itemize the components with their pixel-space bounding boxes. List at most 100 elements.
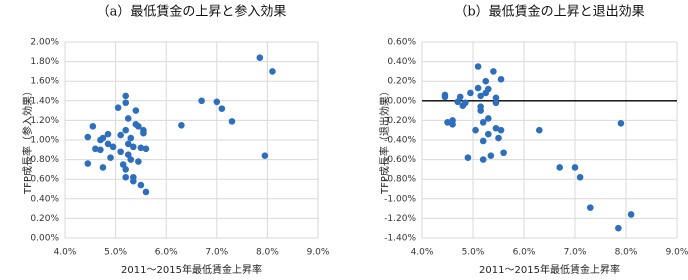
point <box>122 92 130 100</box>
point <box>556 164 563 171</box>
point <box>92 145 99 153</box>
point <box>130 143 137 151</box>
point <box>617 120 625 127</box>
y-tick-label: 0.60% <box>30 175 59 185</box>
point <box>99 164 107 171</box>
y-tick-label: 0.00% <box>30 234 59 244</box>
point <box>479 137 487 145</box>
point <box>124 151 132 158</box>
point <box>127 134 135 142</box>
point <box>536 126 543 134</box>
y-tick-label: 1.20% <box>30 116 59 126</box>
point <box>500 149 507 157</box>
point <box>97 146 104 154</box>
x-tick-label: 6.0% <box>155 248 178 258</box>
point <box>130 173 137 181</box>
point <box>122 173 130 181</box>
y-tick-label: -0.60% <box>384 155 416 165</box>
point <box>135 158 142 165</box>
point <box>492 94 500 102</box>
y-tick-label: 1.40% <box>30 96 59 106</box>
point <box>477 92 484 100</box>
y-tick-label: -1.20% <box>384 214 416 224</box>
y-tick-label: 0.20% <box>387 77 416 87</box>
point <box>462 99 469 107</box>
point <box>135 122 142 130</box>
point <box>132 107 140 114</box>
x-tick-label: 6.0% <box>513 248 536 258</box>
y-tick-label: -1.00% <box>384 194 416 204</box>
point <box>137 181 145 189</box>
point <box>122 126 130 134</box>
y-tick-label: -0.20% <box>384 116 416 126</box>
point <box>472 126 479 134</box>
point <box>477 107 484 114</box>
point <box>576 173 584 181</box>
point <box>84 160 92 167</box>
x-tick-label: 7.0% <box>564 248 587 258</box>
x-tick-label: 4.0% <box>54 248 77 258</box>
point <box>615 224 622 232</box>
point <box>269 68 276 75</box>
x-tick-label: 5.0% <box>104 248 127 258</box>
point <box>124 140 132 148</box>
point <box>124 115 132 122</box>
point <box>119 161 127 168</box>
y-tick-label: -0.80% <box>384 175 416 185</box>
point <box>117 148 124 156</box>
point <box>490 68 497 75</box>
chart-title: （a）最低賃金の上昇と参入効果 <box>97 4 287 20</box>
point <box>454 98 462 106</box>
point <box>495 134 502 142</box>
point <box>487 152 495 159</box>
y-tick-label: 0.60% <box>387 38 416 48</box>
x-axis-label: 2011～2015年最低賃金上昇率 <box>121 263 262 276</box>
point <box>84 133 92 141</box>
y-tick-label: -0.40% <box>384 136 416 146</box>
point <box>485 85 492 93</box>
point <box>497 126 505 134</box>
point <box>142 145 150 153</box>
x-tick-label: 9.0% <box>666 248 688 258</box>
y-axis-label: TFP成長率（退出効果） <box>378 86 391 195</box>
point <box>571 164 579 171</box>
point <box>104 130 112 138</box>
point <box>497 75 505 83</box>
y-tick-label: 1.00% <box>30 136 59 146</box>
y-tick-label: 0.20% <box>30 214 59 224</box>
point <box>178 122 185 129</box>
point <box>464 154 472 161</box>
y-tick-label: 0.00% <box>387 96 416 106</box>
point <box>474 63 482 70</box>
point <box>467 89 474 97</box>
chart-title: （b）最低賃金の上昇と退出効果 <box>454 4 644 20</box>
point <box>479 119 487 126</box>
point <box>198 97 205 105</box>
point <box>441 93 449 101</box>
x-tick-label: 8.0% <box>615 248 638 258</box>
y-tick-label: 0.40% <box>387 57 416 67</box>
point <box>122 166 130 173</box>
y-tick-label: -1.40% <box>384 234 416 244</box>
point <box>122 99 130 107</box>
point <box>89 122 97 130</box>
point <box>114 104 122 111</box>
point <box>127 156 135 163</box>
point <box>117 131 124 139</box>
point <box>261 152 269 159</box>
point <box>228 118 236 125</box>
point <box>587 204 594 211</box>
y-tick-label: 0.80% <box>30 155 59 165</box>
point <box>492 99 500 107</box>
point <box>137 144 145 152</box>
point <box>474 84 482 92</box>
point <box>479 156 487 163</box>
x-tick-label: 9.0% <box>307 248 330 258</box>
x-tick-label: 8.0% <box>256 248 279 258</box>
y-tick-label: 1.60% <box>30 77 59 87</box>
point <box>109 143 117 151</box>
x-tick-label: 4.0% <box>411 248 434 258</box>
y-axis-label: TFP成長率（参入効果） <box>21 86 34 195</box>
point <box>99 134 107 142</box>
